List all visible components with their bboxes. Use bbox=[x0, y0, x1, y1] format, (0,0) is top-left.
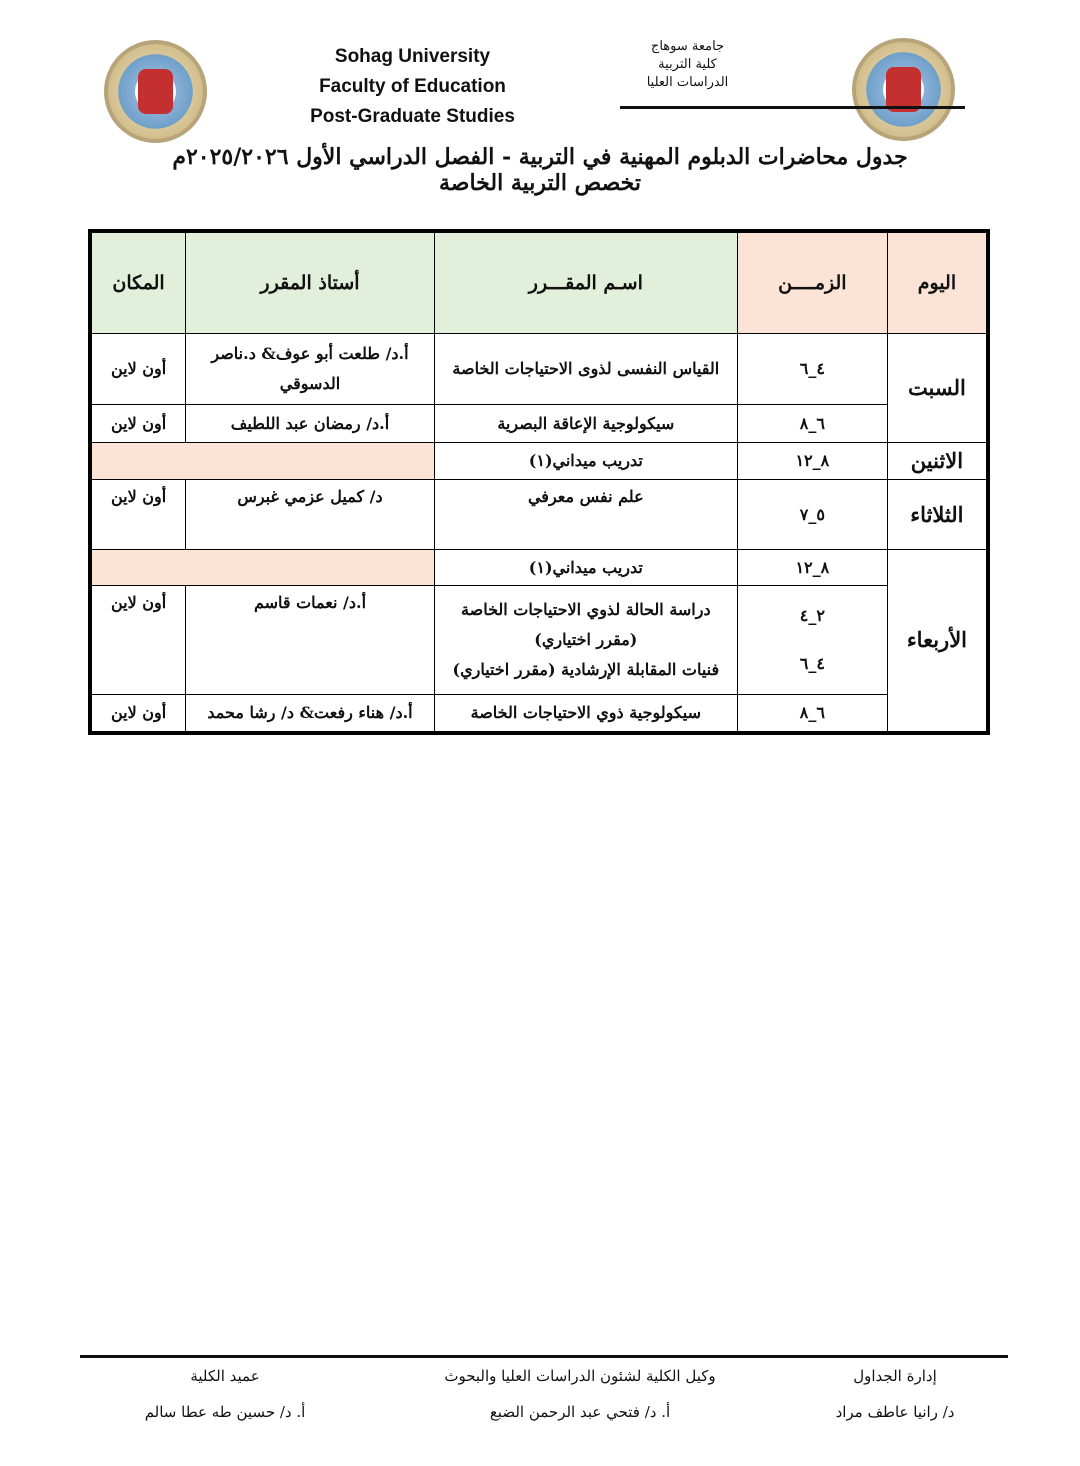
table-row: الأربعاء ٨_١٢ تدريب ميداني(١) bbox=[89, 549, 989, 733]
course-cell: القياس النفسى لذوى الاحتياجات الخاصة bbox=[433, 333, 738, 405]
day-cell: الأربعاء bbox=[886, 549, 989, 733]
place-cell: أون لاين bbox=[89, 694, 187, 733]
document-title: جدول محاضرات الدبلوم المهنية في التربية … bbox=[172, 144, 908, 170]
time-cell: ٤_٦ bbox=[736, 333, 888, 405]
faculty-name-ar: كلية التربية bbox=[658, 57, 717, 72]
time-slot: ٤_٦ bbox=[799, 654, 825, 673]
day-cell: السبت bbox=[886, 333, 989, 443]
english-header: Sohag University Faculty of Education Po… bbox=[290, 42, 535, 132]
department-name: Post-Graduate Studies bbox=[310, 106, 515, 127]
course-cell: علم نفس معرفي bbox=[433, 479, 738, 550]
place-cell: أون لاين bbox=[89, 479, 187, 550]
instructor-cell: د/ كميل عزمي غبرس bbox=[185, 479, 435, 550]
table-row: الاثنين ٨_١٢ تدريب ميداني(١) bbox=[89, 442, 989, 480]
course-cell: تدريب ميداني(١) bbox=[433, 549, 738, 586]
time-cell: ٥_٧ bbox=[736, 479, 888, 550]
signature-dean: عميد الكلية أ. د/ حسين طه عطا سالم bbox=[110, 1358, 340, 1430]
university-name: Sohag University bbox=[334, 46, 491, 67]
title-block: جدول محاضرات الدبلوم المهنية في التربية … bbox=[60, 144, 1020, 196]
schedule-table: اليوم الزمــــن اسـم المقـــرر أستاذ الم… bbox=[88, 229, 990, 735]
signature-name: أ. د/ فتحي عبد الرحمن الضبع bbox=[489, 1403, 671, 1421]
signature-role: عميد الكلية bbox=[190, 1367, 260, 1385]
signature-role: وكيل الكلية لشئون الدراسات العليا والبحو… bbox=[444, 1367, 716, 1385]
instructor-cell: أ.د/ هناء رفعت& د/ رشا محمد bbox=[185, 694, 435, 733]
table-row: الثلاثاء ٥_٧ علم نفس معرفي د/ كميل عزمي … bbox=[89, 479, 989, 550]
university-name-ar: جامعة سوهاج bbox=[650, 39, 725, 54]
day-cell: الاثنين bbox=[886, 442, 989, 480]
place-cell: أون لاين bbox=[89, 404, 187, 443]
course-cell: دراسة الحالة لذوي الاحتياجات الخاصة (مقر… bbox=[433, 585, 738, 695]
document-subtitle: تخصص التربية الخاصة bbox=[438, 170, 642, 196]
table-row: ٢_٤ ٤_٦ دراسة الحالة لذوي الاحتياجات الخا… bbox=[89, 585, 988, 695]
header-place: المكان bbox=[89, 230, 187, 334]
signature-vice-dean: وكيل الكلية لشئون الدراسات العليا والبحو… bbox=[375, 1358, 785, 1430]
time-cell: ٦_٨ bbox=[736, 694, 888, 733]
university-logo-right bbox=[852, 38, 955, 141]
table-row: ٦_٨ سيكولوجية الإعاقة البصرية أ.د/ رمضان… bbox=[89, 404, 988, 443]
header-rule bbox=[620, 106, 965, 109]
empty-cell bbox=[89, 442, 435, 480]
header-instructor: أستاذ المقرر bbox=[185, 230, 435, 334]
header-day: اليوم bbox=[886, 230, 989, 334]
table-header-row: اليوم الزمــــن اسـم المقـــرر أستاذ الم… bbox=[89, 230, 989, 334]
header-time: الزمــــن bbox=[736, 230, 888, 334]
time-cell: ٨_١٢ bbox=[736, 442, 888, 480]
course-name: دراسة الحالة لذوي الاحتياجات الخاصة (مقر… bbox=[461, 600, 711, 649]
time-cell: ٦_٨ bbox=[736, 404, 888, 443]
instructor-cell: أ.د/ نعمات قاسم bbox=[185, 585, 435, 695]
time-slot: ٢_٤ bbox=[799, 606, 825, 625]
header-course: اسـم المقـــرر bbox=[433, 230, 738, 334]
time-cell: ٨_١٢ bbox=[736, 549, 888, 586]
table-row: السبت ٤_٦ القياس النفسى لذوى الاحتياجات … bbox=[89, 333, 989, 443]
day-cell: الثلاثاء bbox=[886, 479, 989, 550]
arabic-header: جامعة سوهاج كلية التربية الدراسات العليا bbox=[610, 38, 765, 92]
course-cell: تدريب ميداني(١) bbox=[433, 442, 738, 480]
department-name-ar: الدراسات العليا bbox=[646, 75, 729, 90]
table-row: ٦_٨ سيكولوجية ذوي الاحتياجات الخاصة أ.د/… bbox=[89, 694, 988, 733]
footer-rule bbox=[80, 1355, 1008, 1358]
course-cell: سيكولوجية ذوي الاحتياجات الخاصة bbox=[433, 694, 738, 733]
signature-name: د/ رانيا عاطف مراد bbox=[835, 1403, 955, 1421]
university-logo-left bbox=[104, 40, 207, 143]
signature-role: إدارة الجداول bbox=[853, 1367, 937, 1385]
instructor-cell: أ.د/ رمضان عبد اللطيف bbox=[185, 404, 435, 443]
instructor-cell: أ.د/ طلعت أبو عوف& د.ناصر الدسوقي bbox=[185, 333, 435, 405]
faculty-name: Faculty of Education bbox=[319, 76, 506, 97]
empty-cell bbox=[89, 549, 435, 586]
course-name: فنيات المقابلة الإرشادية (مقرر اختياري) bbox=[452, 660, 720, 679]
place-cell: أون لاين bbox=[89, 585, 187, 695]
time-cell: ٢_٤ ٤_٦ bbox=[736, 585, 888, 695]
course-cell: سيكولوجية الإعاقة البصرية bbox=[433, 404, 738, 443]
signature-schedules: إدارة الجداول د/ رانيا عاطف مراد bbox=[800, 1358, 990, 1430]
signature-name: أ. د/ حسين طه عطا سالم bbox=[144, 1403, 306, 1421]
place-cell: أون لاين bbox=[89, 333, 187, 405]
